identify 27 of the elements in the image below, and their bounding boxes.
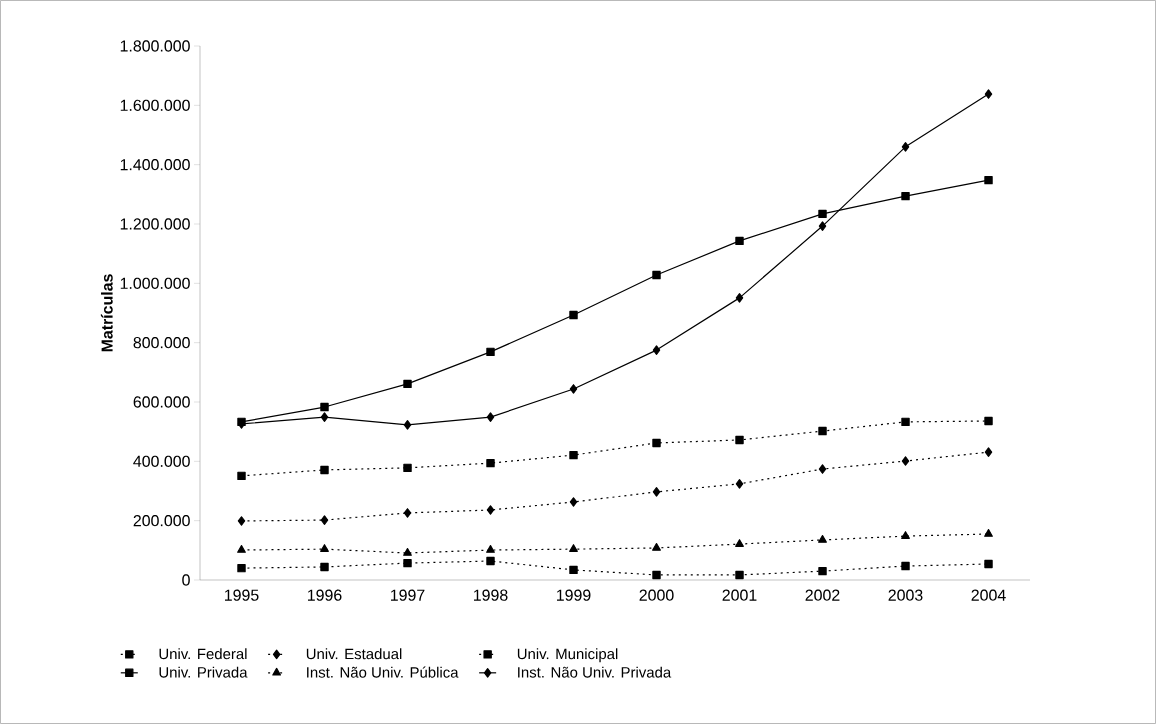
x-tick-label: 1998 [473,589,508,601]
x-tick-label: 2000 [639,589,674,601]
y-tick-label: 200.000 [133,515,190,527]
x-tick-label: 2001 [722,589,757,601]
y-tick-label: 600.000 [133,396,190,408]
y-tick-label: 1.000.000 [120,277,190,289]
legend-label: Univ. Privada [159,666,248,678]
y-tick-label: 1.200.000 [120,218,190,230]
x-tick-label: 1995 [224,589,259,601]
legend-label: Univ. Federal [159,648,247,660]
y-tick-label: 1.800.000 [120,40,190,52]
legend-label: Inst. Não Univ. Pública [307,666,459,678]
legend-label: Inst. Não Univ. Privada [518,666,672,678]
y-tick-label: 1.600.000 [120,99,190,111]
x-tick-label: 1999 [557,589,591,601]
x-tick-label: 1996 [307,589,342,601]
x-tick-label: 2004 [971,589,1006,601]
y-tick-label: 800.000 [133,337,190,349]
legend-label: Univ. Estadual [306,648,402,660]
legend-label: Univ. Municipal [517,648,618,663]
y-tick-label: 0 [182,574,190,586]
x-tick-label: 2002 [805,589,840,601]
x-tick-label: 2003 [888,589,923,601]
y-tick-label: 1.400.000 [120,159,190,171]
x-tick-label: 1997 [390,589,425,601]
y-tick-label: 400.000 [133,455,190,467]
y-axis-title: Matrículas [100,274,113,352]
